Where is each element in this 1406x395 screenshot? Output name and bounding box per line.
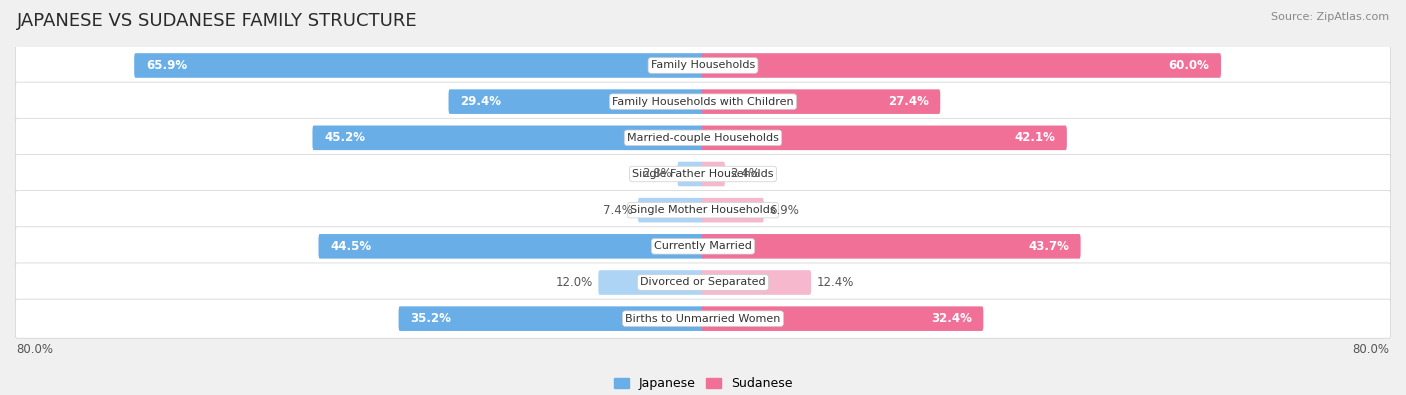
- Text: Divorced or Separated: Divorced or Separated: [640, 278, 766, 288]
- Text: 80.0%: 80.0%: [17, 343, 53, 356]
- Text: 80.0%: 80.0%: [1353, 343, 1389, 356]
- Text: 7.4%: 7.4%: [603, 204, 633, 217]
- Text: Source: ZipAtlas.com: Source: ZipAtlas.com: [1271, 12, 1389, 22]
- Text: 2.4%: 2.4%: [731, 167, 761, 181]
- Text: 35.2%: 35.2%: [411, 312, 451, 325]
- FancyBboxPatch shape: [15, 263, 1391, 302]
- FancyBboxPatch shape: [678, 162, 704, 186]
- Text: JAPANESE VS SUDANESE FAMILY STRUCTURE: JAPANESE VS SUDANESE FAMILY STRUCTURE: [17, 12, 418, 30]
- FancyBboxPatch shape: [702, 53, 1220, 78]
- FancyBboxPatch shape: [15, 299, 1391, 338]
- FancyBboxPatch shape: [702, 234, 1081, 259]
- Text: Currently Married: Currently Married: [654, 241, 752, 251]
- FancyBboxPatch shape: [449, 89, 704, 114]
- Text: Married-couple Households: Married-couple Households: [627, 133, 779, 143]
- FancyBboxPatch shape: [312, 126, 704, 150]
- FancyBboxPatch shape: [702, 126, 1067, 150]
- Text: 45.2%: 45.2%: [323, 131, 366, 144]
- FancyBboxPatch shape: [15, 118, 1391, 157]
- Text: 12.0%: 12.0%: [555, 276, 593, 289]
- FancyBboxPatch shape: [15, 82, 1391, 121]
- FancyBboxPatch shape: [702, 162, 725, 186]
- FancyBboxPatch shape: [702, 198, 763, 222]
- FancyBboxPatch shape: [638, 198, 704, 222]
- FancyBboxPatch shape: [398, 307, 704, 331]
- Text: Single Mother Households: Single Mother Households: [630, 205, 776, 215]
- FancyBboxPatch shape: [15, 191, 1391, 229]
- FancyBboxPatch shape: [702, 89, 941, 114]
- Text: 32.4%: 32.4%: [931, 312, 972, 325]
- Text: 12.4%: 12.4%: [817, 276, 853, 289]
- FancyBboxPatch shape: [599, 270, 704, 295]
- FancyBboxPatch shape: [15, 227, 1391, 266]
- Text: 6.9%: 6.9%: [769, 204, 799, 217]
- FancyBboxPatch shape: [702, 307, 983, 331]
- Text: Single Father Households: Single Father Households: [633, 169, 773, 179]
- FancyBboxPatch shape: [15, 46, 1391, 85]
- Text: 43.7%: 43.7%: [1028, 240, 1069, 253]
- Text: 42.1%: 42.1%: [1014, 131, 1056, 144]
- FancyBboxPatch shape: [15, 154, 1391, 194]
- Text: Family Households with Children: Family Households with Children: [612, 97, 794, 107]
- FancyBboxPatch shape: [319, 234, 704, 259]
- Text: Births to Unmarried Women: Births to Unmarried Women: [626, 314, 780, 324]
- Text: 29.4%: 29.4%: [460, 95, 501, 108]
- Text: 60.0%: 60.0%: [1168, 59, 1209, 72]
- Text: Family Households: Family Households: [651, 60, 755, 70]
- Text: 2.8%: 2.8%: [643, 167, 672, 181]
- Legend: Japanese, Sudanese: Japanese, Sudanese: [609, 372, 797, 395]
- Text: 27.4%: 27.4%: [887, 95, 928, 108]
- FancyBboxPatch shape: [702, 270, 811, 295]
- FancyBboxPatch shape: [134, 53, 704, 78]
- Text: 65.9%: 65.9%: [146, 59, 187, 72]
- Text: 44.5%: 44.5%: [330, 240, 371, 253]
